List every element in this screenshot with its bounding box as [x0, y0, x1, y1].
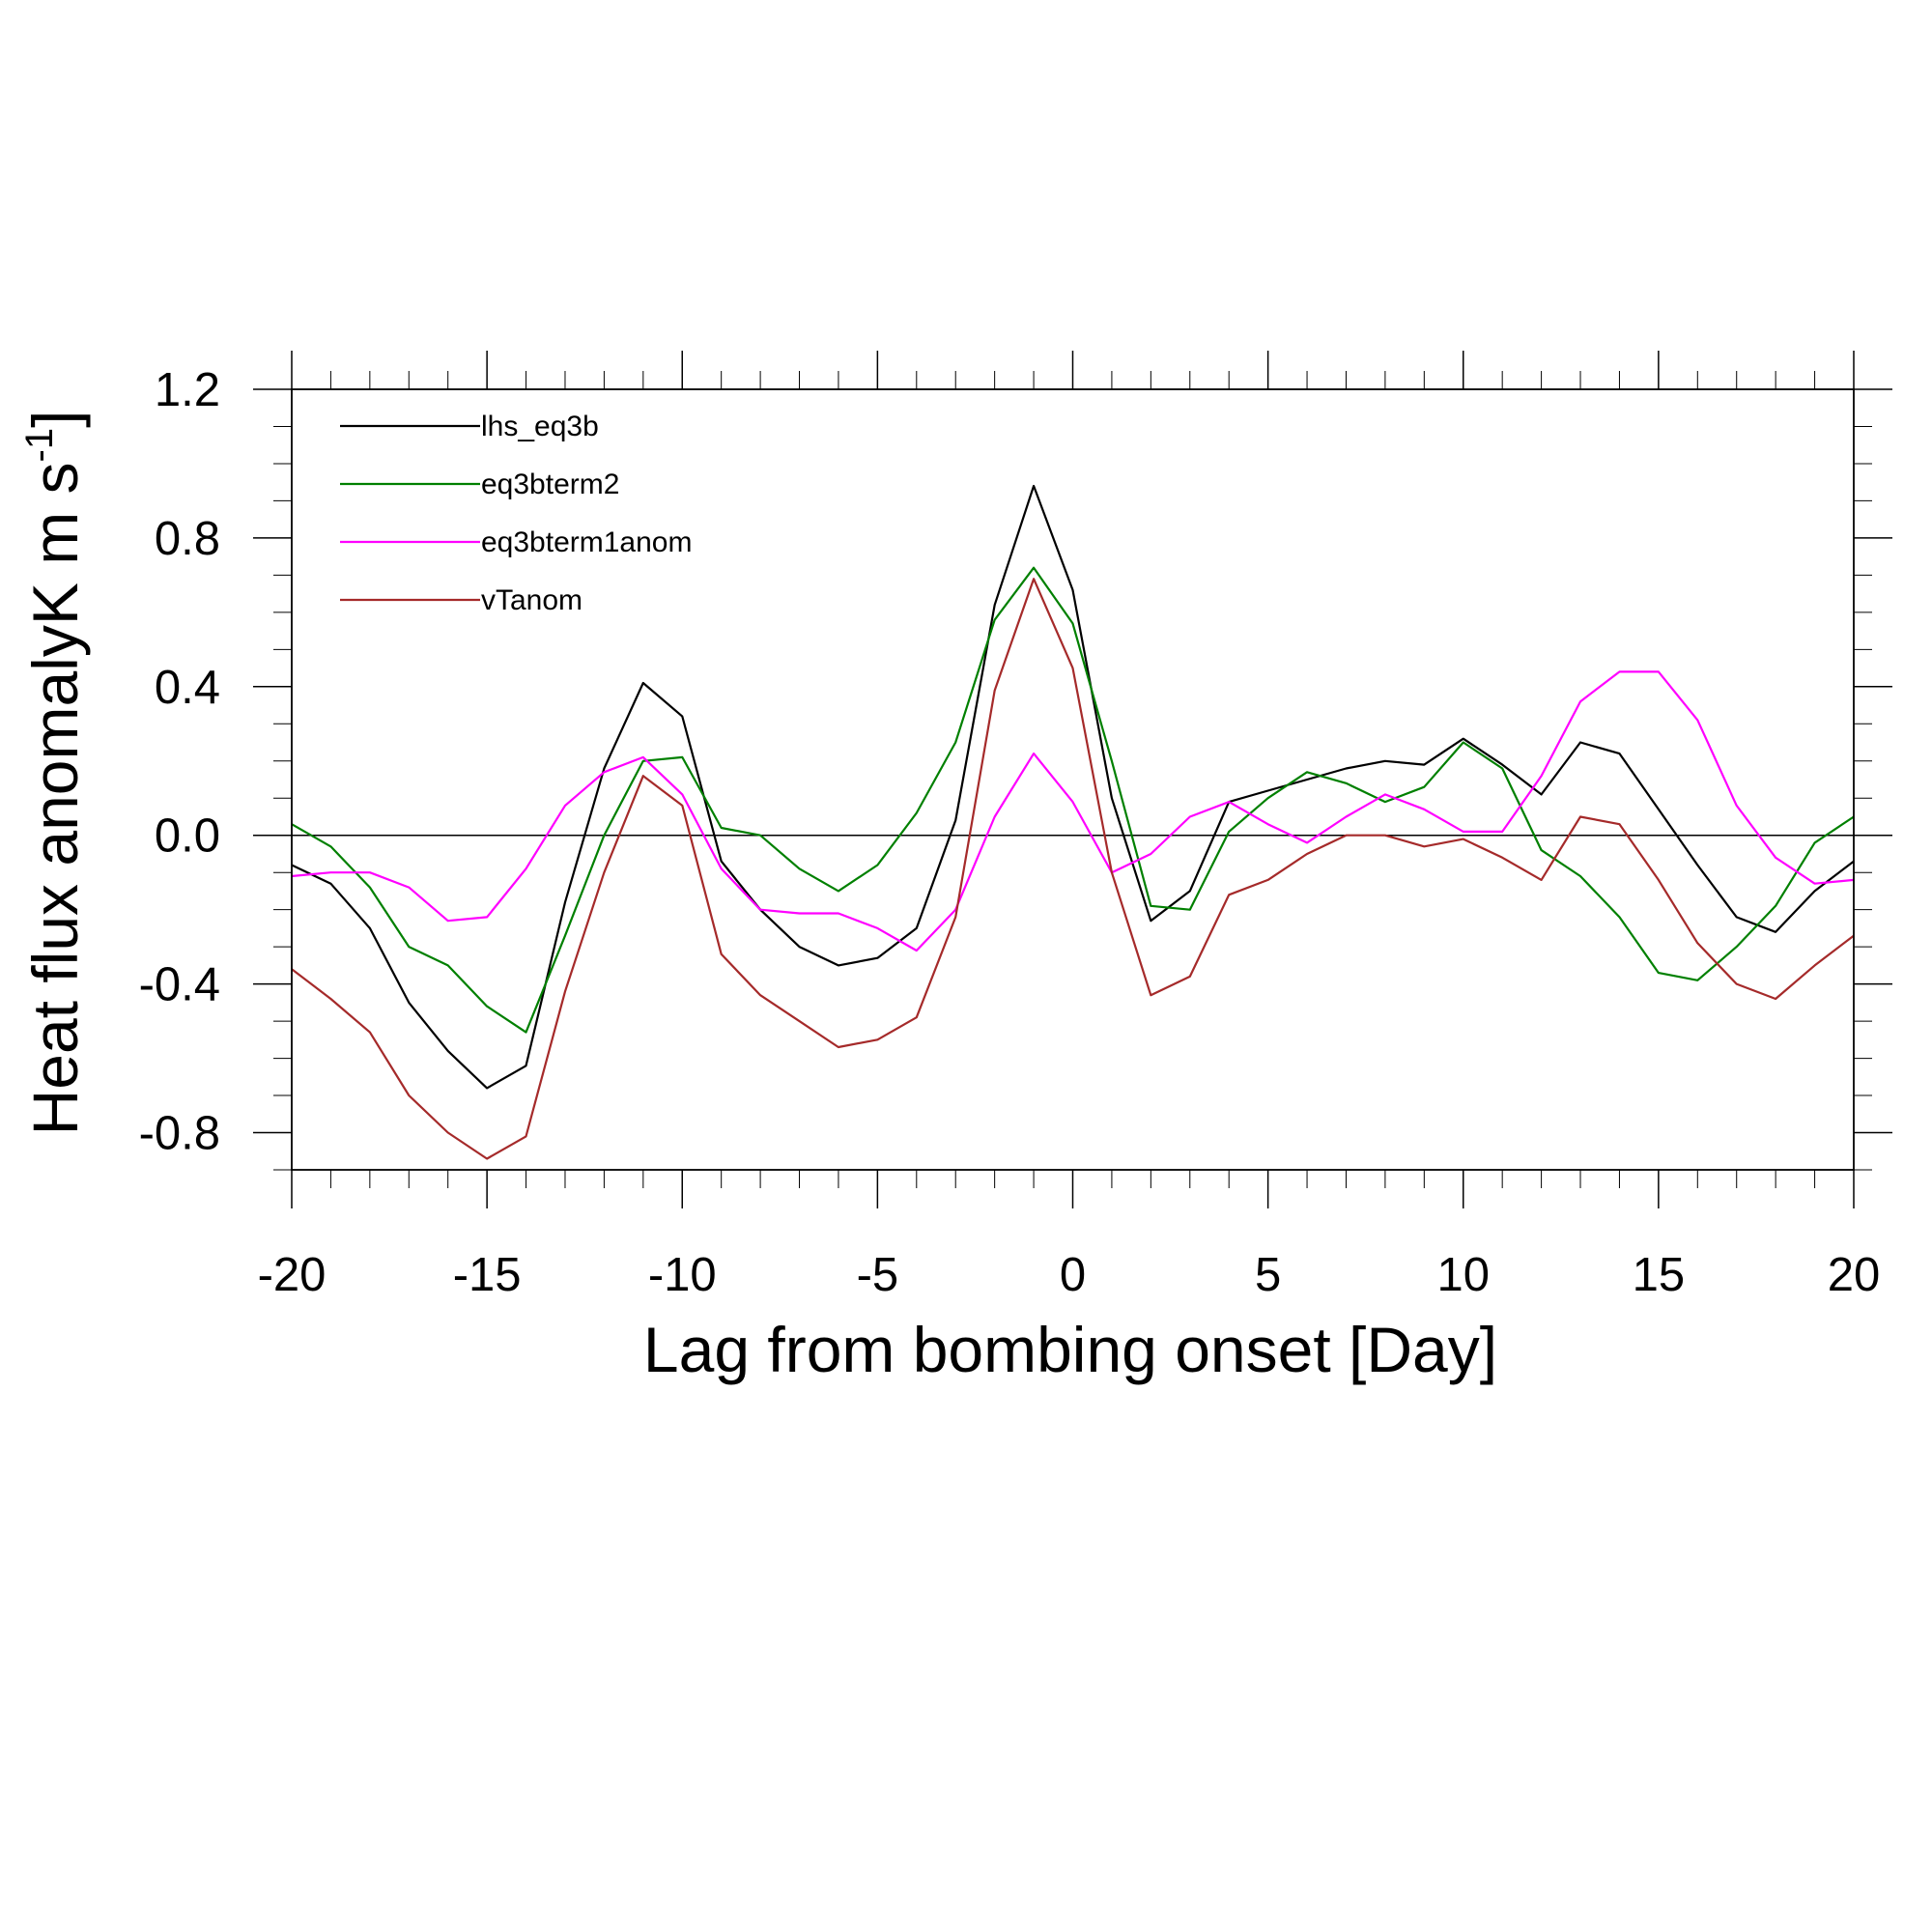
y-axis-title-close: ] [19, 411, 91, 428]
legend-label-vTanom: vTanom [481, 584, 582, 616]
series-line-eq3bterm1anom [291, 670, 1855, 952]
y-tick-label: 0.8 [155, 513, 220, 565]
y-tick-labels: -0.8 -0.4 0.0 0.4 0.8 1.2 [139, 364, 220, 1160]
x-tick-label: 5 [1255, 1249, 1281, 1301]
minor-ticks [273, 371, 1872, 1188]
x-axis-title: Lag from bombing onset [Day] [643, 1314, 1497, 1385]
y-axis-title-main: Heat flux anomalyK m s [19, 462, 91, 1135]
plot-frame [291, 388, 1855, 1171]
x-tick-label: -10 [648, 1249, 717, 1301]
y-tick-label: 0.4 [155, 662, 220, 714]
series-line-lhs_eq3b [291, 484, 1855, 1090]
y-tick-label: 1.2 [155, 364, 220, 416]
series-line-vTanom [291, 578, 1855, 1160]
x-tick-label: 15 [1633, 1249, 1686, 1301]
legend: lhs_eq3b eq3bterm2 eq3bterm1anom vTanom [340, 411, 692, 616]
y-axis-title-sup: -1 [18, 428, 61, 463]
x-tick-label: -20 [258, 1249, 327, 1301]
x-tick-label: -15 [453, 1249, 522, 1301]
legend-label-lhs_eq3b: lhs_eq3b [481, 411, 599, 442]
x-tick-label: 20 [1828, 1249, 1881, 1301]
y-tick-label: -0.8 [139, 1108, 220, 1160]
y-tick-label: -0.4 [139, 959, 220, 1011]
x-tick-label: 10 [1436, 1249, 1490, 1301]
x-tick-label: 0 [1060, 1249, 1086, 1301]
series-lines [291, 484, 1855, 1160]
x-tick-labels: -20 -15 -10 -5 0 5 10 15 20 [258, 1249, 1881, 1301]
major-ticks [253, 351, 1892, 1208]
y-axis-title: Heat flux anomalyK m s-1] [18, 411, 91, 1136]
y-tick-label: 0.0 [155, 810, 220, 863]
legend-label-eq3bterm2: eq3bterm2 [481, 469, 619, 500]
legend-label-eq3bterm1anom: eq3bterm1anom [481, 526, 692, 558]
x-tick-label: -5 [857, 1249, 899, 1301]
series-line-eq3bterm2 [291, 566, 1855, 1034]
